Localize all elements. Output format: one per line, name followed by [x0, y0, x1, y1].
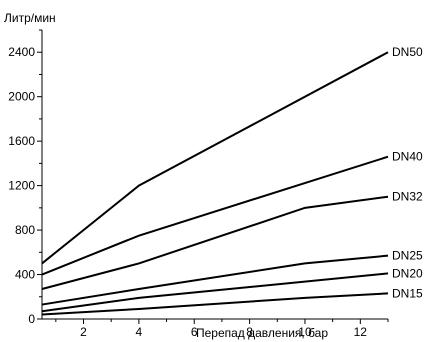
y-tick-label: 0 [28, 312, 35, 326]
x-tick-label: 2 [80, 325, 87, 339]
series-label-dn32: DN32 [392, 190, 423, 204]
y-tick-label: 2400 [8, 45, 35, 59]
x-axis-label: Перепад давления, бар [196, 326, 328, 340]
series-lines [41, 51, 389, 316]
series-line-dn25 [41, 254, 389, 306]
y-axis-label: Литр/мин [4, 11, 56, 25]
series-line-dn50 [41, 51, 389, 265]
x-tick-label: 4 [136, 325, 143, 339]
x-tick-label: 8 [246, 325, 253, 339]
y-tick-label: 400 [15, 268, 35, 282]
series-label-dn15: DN15 [392, 286, 423, 300]
series-label-dn25: DN25 [392, 249, 423, 263]
x-tick-label: 10 [298, 325, 312, 339]
x-tick-label: 6 [191, 325, 198, 339]
y-tick-label: 800 [15, 223, 35, 237]
y-tick-label: 1200 [8, 179, 35, 193]
series-labels: DN50 DN40 DN32 DN25 DN20 DN15 [392, 45, 423, 300]
series-label-dn50: DN50 [392, 45, 423, 59]
series-label-dn20: DN20 [392, 266, 423, 280]
x-tick-label: 12 [354, 325, 368, 339]
y-axis-ticks: 0 400 800 1200 1600 2000 2400 [8, 29, 42, 326]
y-tick-label: 2000 [8, 90, 35, 104]
x-axis-ticks: 2 4 6 8 10 12 [55, 319, 389, 339]
y-tick-label: 1600 [8, 134, 35, 148]
series-line-dn32 [41, 195, 389, 290]
series-line-dn40 [41, 155, 389, 276]
series-line-dn20 [41, 272, 389, 313]
series-label-dn40: DN40 [392, 150, 423, 164]
series-line-dn15 [41, 292, 389, 316]
